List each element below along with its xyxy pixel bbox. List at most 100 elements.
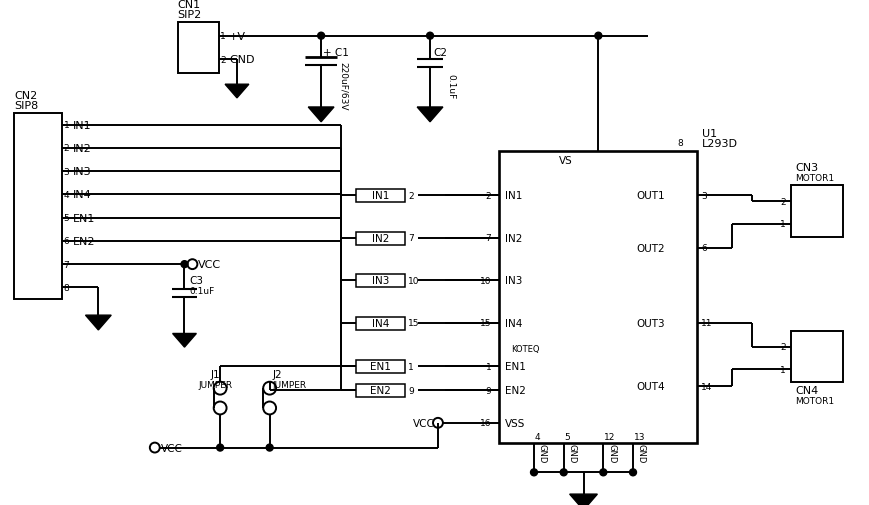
- Bar: [355, 384, 405, 397]
- Text: JUMPER: JUMPER: [273, 380, 307, 389]
- Text: EN2: EN2: [505, 385, 526, 395]
- Text: 1: 1: [779, 365, 786, 374]
- Text: IN3: IN3: [505, 276, 522, 286]
- Text: 4: 4: [535, 432, 541, 441]
- Text: EN1: EN1: [370, 362, 391, 372]
- Text: 2: 2: [408, 191, 414, 200]
- Text: 14: 14: [701, 382, 713, 391]
- Text: 10: 10: [408, 276, 420, 285]
- Text: OUT2: OUT2: [636, 243, 665, 253]
- Circle shape: [531, 469, 537, 476]
- Text: 10: 10: [480, 276, 492, 285]
- Polygon shape: [308, 108, 334, 123]
- Circle shape: [266, 444, 273, 451]
- Text: CN2: CN2: [14, 91, 37, 101]
- Bar: [792, 331, 843, 382]
- Text: IN1: IN1: [372, 191, 389, 200]
- Text: 1: 1: [779, 220, 786, 229]
- Text: EN1: EN1: [505, 362, 526, 372]
- Text: U1: U1: [702, 128, 718, 138]
- Polygon shape: [225, 85, 249, 98]
- Bar: [355, 232, 405, 245]
- Text: GND: GND: [229, 56, 255, 65]
- Text: 220uF/63V: 220uF/63V: [339, 62, 348, 110]
- Text: 13: 13: [634, 432, 646, 441]
- Text: KOTEQ: KOTEQ: [511, 344, 540, 354]
- Text: 3: 3: [701, 191, 707, 200]
- Bar: [500, 151, 698, 443]
- Text: 0.1uF: 0.1uF: [446, 73, 454, 98]
- Text: VS: VS: [559, 156, 573, 166]
- Bar: [14, 114, 62, 299]
- Text: IN3: IN3: [372, 276, 389, 286]
- Text: MOTOR1: MOTOR1: [795, 396, 834, 405]
- Text: 15: 15: [480, 319, 492, 328]
- Polygon shape: [173, 334, 196, 347]
- Text: EN2: EN2: [370, 385, 391, 395]
- Text: 16: 16: [480, 419, 492, 427]
- Circle shape: [181, 261, 188, 268]
- Text: VCC: VCC: [198, 260, 222, 270]
- Text: 7: 7: [408, 234, 414, 243]
- Bar: [355, 275, 405, 288]
- Text: 8: 8: [63, 283, 70, 292]
- Circle shape: [318, 33, 325, 40]
- Text: EN2: EN2: [73, 236, 95, 246]
- Circle shape: [427, 33, 434, 40]
- Text: CN1: CN1: [177, 0, 201, 10]
- Text: 0.1uF: 0.1uF: [189, 287, 215, 296]
- Text: 12: 12: [604, 432, 615, 441]
- Text: 2: 2: [220, 56, 226, 65]
- Text: GND: GND: [607, 443, 616, 462]
- Text: L293D: L293D: [702, 138, 739, 148]
- Text: 6: 6: [701, 243, 707, 252]
- Text: IN2: IN2: [505, 233, 522, 243]
- Text: 2: 2: [63, 144, 70, 153]
- Bar: [177, 23, 219, 74]
- Circle shape: [561, 469, 567, 476]
- Text: 7: 7: [63, 260, 70, 269]
- Text: C2: C2: [433, 47, 447, 58]
- Text: IN2: IN2: [73, 143, 91, 154]
- Text: VCC: VCC: [413, 418, 435, 428]
- Text: 15: 15: [408, 319, 420, 328]
- Text: IN4: IN4: [73, 190, 91, 200]
- Text: C3: C3: [189, 275, 203, 285]
- Bar: [792, 186, 843, 237]
- Text: MOTOR1: MOTOR1: [795, 173, 834, 182]
- Text: SIP2: SIP2: [177, 10, 202, 20]
- Text: 9: 9: [486, 386, 492, 395]
- Text: EN1: EN1: [73, 213, 95, 223]
- Circle shape: [600, 469, 607, 476]
- Text: OUT4: OUT4: [636, 381, 665, 391]
- Text: 9: 9: [408, 386, 414, 395]
- Text: +V: +V: [229, 32, 246, 41]
- Text: 2: 2: [779, 197, 786, 206]
- Text: GND: GND: [637, 443, 646, 462]
- Bar: [355, 361, 405, 374]
- Polygon shape: [570, 494, 597, 505]
- Circle shape: [216, 444, 223, 451]
- Text: VCC: VCC: [161, 443, 182, 452]
- Text: 4: 4: [63, 190, 70, 199]
- Text: IN4: IN4: [372, 318, 389, 328]
- Text: JUMPER: JUMPER: [198, 380, 232, 389]
- Text: 1: 1: [408, 362, 414, 371]
- Bar: [355, 190, 405, 203]
- Polygon shape: [417, 108, 443, 123]
- Text: 7: 7: [486, 234, 492, 243]
- Text: IN3: IN3: [73, 167, 91, 177]
- Text: CN3: CN3: [795, 163, 819, 173]
- Text: IN4: IN4: [505, 318, 522, 328]
- Text: 2: 2: [486, 191, 492, 200]
- Polygon shape: [85, 316, 111, 330]
- Text: 3: 3: [63, 167, 70, 176]
- Text: SIP8: SIP8: [14, 101, 38, 111]
- Text: 6: 6: [63, 237, 70, 246]
- Text: 1: 1: [486, 362, 492, 371]
- Text: GND: GND: [567, 443, 577, 462]
- Bar: [355, 317, 405, 330]
- Circle shape: [595, 33, 602, 40]
- Text: 11: 11: [701, 319, 713, 328]
- Text: 2: 2: [779, 342, 786, 351]
